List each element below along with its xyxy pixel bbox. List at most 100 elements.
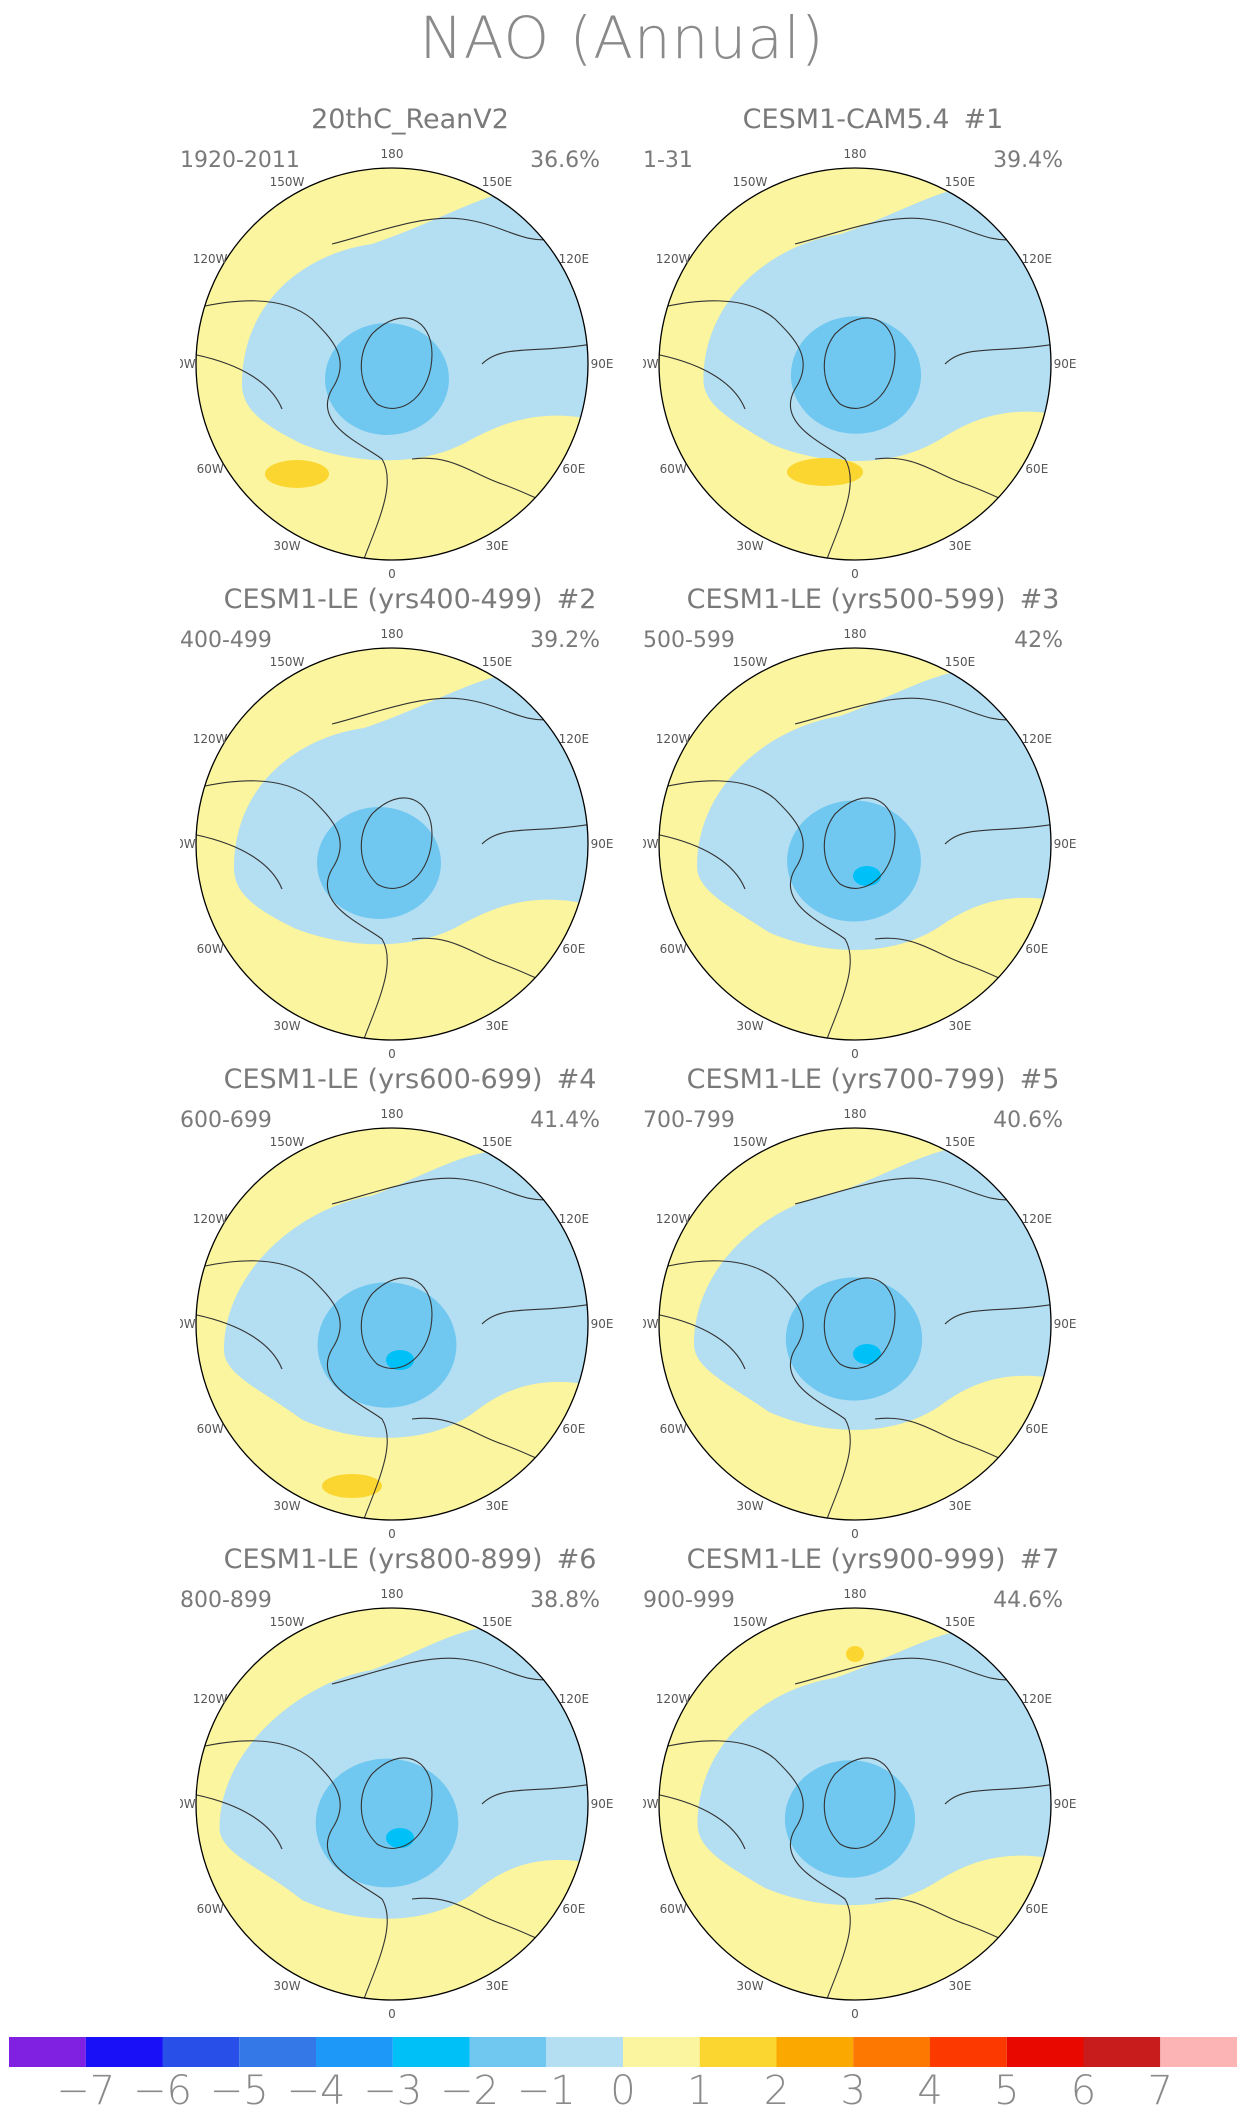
panel-title-text: CESM1-LE (yrs700-799) (686, 1064, 1006, 1095)
longitude-label: 150E (945, 655, 976, 669)
polar-map: 180 150E 120E 90E 60E 30E 0 30W 60W 90W 120W 150W (180, 1587, 613, 2021)
longitude-label: 150E (482, 655, 513, 669)
longitude-label: 150E (482, 1615, 513, 1629)
longitude-label: 90W (643, 1797, 659, 1811)
colorbar-segment (1160, 2037, 1237, 2067)
longitude-label: 180 (381, 1107, 404, 1121)
panel-member-tag: #2 (556, 584, 597, 615)
longitude-label: 30E (486, 1979, 509, 1993)
coastlines (196, 697, 588, 1040)
negative-core (784, 1760, 916, 1878)
longitude-label: 90W (643, 357, 659, 371)
period-label: 600-699 (180, 1108, 272, 1133)
panel-title: CESM1-LE (yrs500-599) #3 (643, 584, 1103, 615)
colorbar-tick-label: 7 (1147, 2068, 1173, 2114)
longitude-label: 180 (381, 627, 404, 641)
positive-anomaly (265, 460, 329, 488)
longitude-label: 30W (736, 1979, 763, 1993)
longitude-label: 150W (733, 655, 768, 669)
longitude-label: 90W (180, 357, 196, 371)
longitude-label: 60E (562, 462, 585, 476)
period-label: 1920-2011 (180, 148, 300, 173)
variance-explained-label: 41.4% (530, 1108, 600, 1133)
colorbar-tick-label: 2 (763, 2068, 790, 2114)
longitude-label: 120E (1022, 732, 1053, 746)
longitude-label: 120W (656, 732, 691, 746)
period-label: 400-499 (180, 628, 272, 653)
longitude-label: 60E (562, 942, 585, 956)
polar-map: 180 150E 120E 90E 60E 30E 0 30W 60W 90W 120W 150W (643, 1107, 1077, 1541)
longitude-label: 0 (388, 2007, 396, 2021)
map-boundary (658, 1607, 1052, 2001)
colorbar-segment (853, 2037, 930, 2067)
positive-anomaly (367, 2012, 373, 2020)
map-field (196, 648, 588, 1040)
longitude-label: 90E (1054, 837, 1077, 851)
longitude-label: 30W (273, 1979, 300, 1993)
longitude-label: 150E (482, 175, 513, 189)
longitude-label: 30E (486, 1019, 509, 1033)
longitude-label: 150W (270, 175, 305, 189)
longitude-label: 60W (660, 462, 687, 476)
negative-core (317, 1282, 457, 1408)
longitude-label: 90E (591, 837, 614, 851)
longitude-label: 60E (562, 1422, 585, 1436)
negative-peak (853, 866, 881, 886)
variance-explained-label: 36.6% (530, 148, 600, 173)
longitude-label: 0 (851, 1527, 859, 1541)
longitude-label: 30E (949, 1979, 972, 1993)
variance-explained-label: 40.6% (993, 1108, 1063, 1133)
map-field (196, 1608, 588, 2020)
colorbar-segment (623, 2037, 700, 2067)
panel-member-tag: #1 (963, 104, 1004, 135)
map-boundary (658, 167, 1052, 561)
colorbar-tick-label: 4 (917, 2068, 943, 2114)
longitude-label: 120W (193, 1692, 228, 1706)
polar-map: 180 150E 120E 90E 60E 30E 0 30W 60W 90W 120W 150W (643, 627, 1077, 1061)
longitude-label: 120W (193, 252, 228, 266)
longitude-label: 30W (736, 1019, 763, 1033)
longitude-label: 180 (844, 1107, 867, 1121)
period-label: 700-799 (643, 1108, 735, 1133)
period-label: 900-999 (643, 1588, 735, 1613)
longitude-label: 60W (197, 1902, 224, 1916)
longitude-label: 120E (1022, 252, 1053, 266)
longitude-label: 150W (270, 1135, 305, 1149)
longitude-label: 120E (559, 732, 590, 746)
longitude-label: 90E (591, 1317, 614, 1331)
panel-title: CESM1-CAM5.4 #1 (643, 104, 1103, 135)
map-field (196, 1128, 588, 1520)
longitude-label: 60W (197, 1422, 224, 1436)
longitude-label: 120W (193, 732, 228, 746)
colorbar-tick-label: 3 (840, 2068, 866, 2114)
map-panel: CESM1-CAM5.4 #1 1-31 39.4% 180 150E 120E 90E 60E… (643, 104, 1103, 584)
map-field (659, 648, 1051, 1040)
panel-title: CESM1-LE (yrs400-499) #2 (180, 584, 640, 615)
longitude-label: 120E (559, 1692, 590, 1706)
colorbar-segment (1083, 2037, 1161, 2067)
colorbar-tick-label: −3 (363, 2068, 423, 2114)
period-label: 800-899 (180, 1588, 272, 1613)
map-panel: CESM1-LE (yrs800-899) #6 800-899 38.8% 180 15… (180, 1544, 640, 2024)
map-field (659, 1608, 1051, 2000)
positive-anomaly (846, 1646, 864, 1662)
longitude-label: 90E (1054, 1317, 1077, 1331)
colorbar-segment (930, 2037, 1007, 2067)
colorbar-segment (9, 2037, 86, 2067)
longitude-label: 120W (656, 1212, 691, 1226)
negative-peak (386, 1828, 414, 1848)
coastlines (659, 1177, 1051, 1520)
longitude-label: 60W (660, 1902, 687, 1916)
longitude-label: 60W (660, 942, 687, 956)
longitude-label: 0 (388, 1047, 396, 1061)
longitude-label: 120W (656, 252, 691, 266)
longitude-label: 180 (844, 627, 867, 641)
longitude-label: 0 (851, 1047, 859, 1061)
map-panel: CESM1-LE (yrs500-599) #3 500-599 42% 180 150E… (643, 584, 1103, 1064)
colorbar-segment (546, 2037, 623, 2067)
negative-peak (853, 1344, 881, 1364)
longitude-label: 60W (197, 462, 224, 476)
polar-map: 180 150E 120E 90E 60E 30E 0 30W 60W 90W 120W 150W (643, 1587, 1076, 2021)
colorbar-segment (469, 2037, 547, 2067)
variance-explained-label: 38.8% (530, 1588, 600, 1613)
